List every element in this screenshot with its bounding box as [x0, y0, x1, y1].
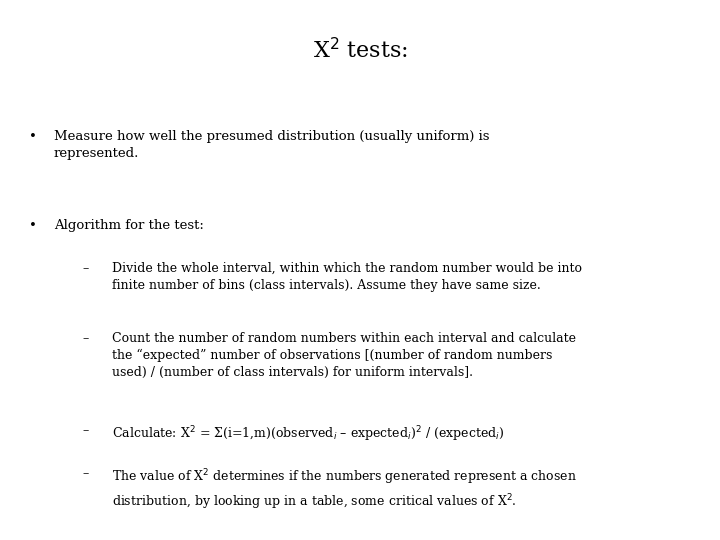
Text: –: – [83, 262, 89, 275]
Text: X$^2$ tests:: X$^2$ tests: [312, 38, 408, 63]
Text: Divide the whole interval, within which the random number would be into
finite n: Divide the whole interval, within which … [112, 262, 582, 292]
Text: The value of X$^2$ determines if the numbers generated represent a chosen
distri: The value of X$^2$ determines if the num… [112, 467, 576, 512]
Text: Measure how well the presumed distribution (usually uniform) is
represented.: Measure how well the presumed distributi… [54, 130, 490, 160]
Text: –: – [83, 467, 89, 480]
Text: –: – [83, 332, 89, 345]
Text: –: – [83, 424, 89, 437]
Text: Algorithm for the test:: Algorithm for the test: [54, 219, 204, 232]
Text: Count the number of random numbers within each interval and calculate
the “expec: Count the number of random numbers withi… [112, 332, 575, 380]
Text: •: • [29, 219, 37, 232]
Text: Calculate: X$^2$ = Σ(i=1,m)(observed$_i$ – expected$_i$)$^2$ / (expected$_i$): Calculate: X$^2$ = Σ(i=1,m)(observed$_i$… [112, 424, 504, 443]
Text: •: • [29, 130, 37, 143]
